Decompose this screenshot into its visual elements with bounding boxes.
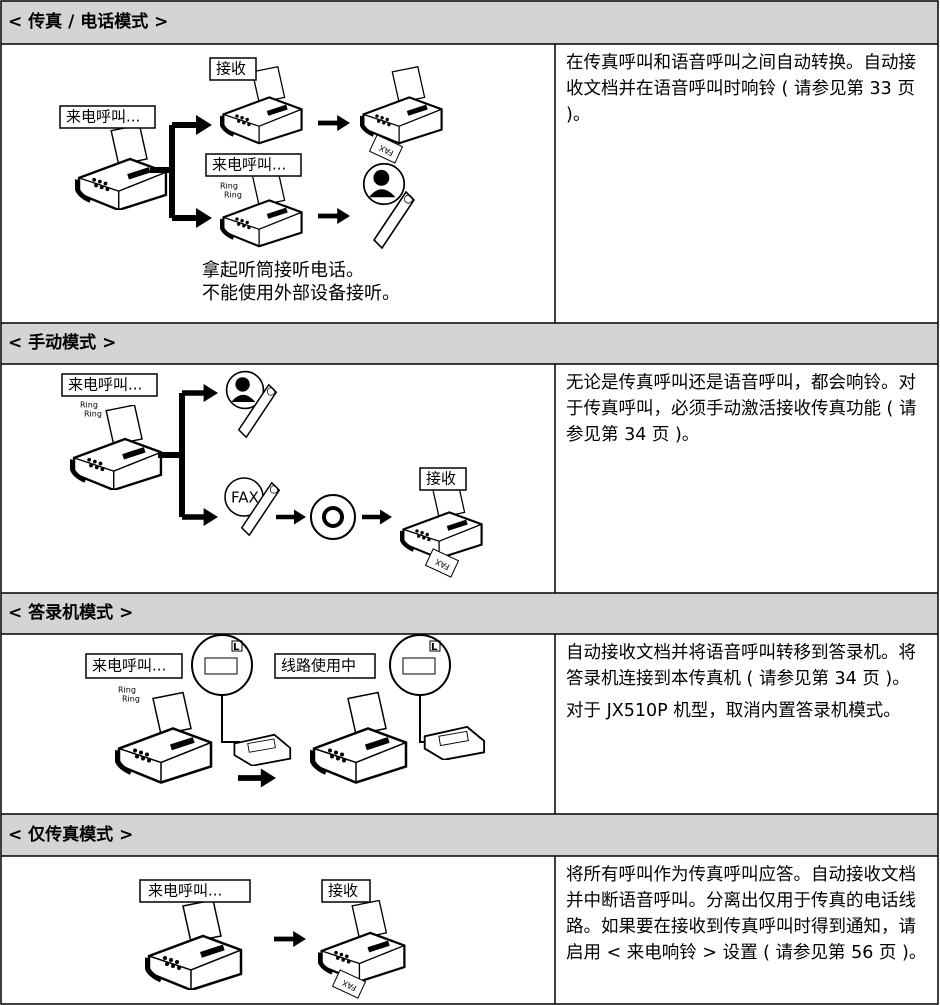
caption: 不能使用外部设备接听。 xyxy=(202,283,400,304)
section-title: < 答录机模式 > xyxy=(8,603,134,623)
description-paragraph: 对于 JX510P 机型，取消内置答录机模式。 xyxy=(566,701,901,721)
illustration-fax-phone: 来电呼叫... 接收 FAX 来电呼叫... Ring Ring 拿起听筒接听电… xyxy=(59,57,442,304)
illustration-manual: 来电呼叫... Ring Ring FAX 接收 FAX xyxy=(61,370,482,578)
description: 无论是传真呼叫还是语音呼叫，都会响铃。对于传真呼叫，必须手动激活接收传真功能 (… xyxy=(566,370,932,454)
callout: 接收 xyxy=(328,882,358,900)
section-title: < 仅传真模式 > xyxy=(8,825,134,845)
callout: 来电呼叫... xyxy=(92,657,166,675)
ring-text: Ring xyxy=(118,686,136,695)
ring-text: Ring xyxy=(84,410,102,419)
description: 将所有呼叫作为传真呼叫应答。自动接收文档并中断语音呼叫。分离出仅用于传真的电话线… xyxy=(566,862,932,972)
callout: 来电呼叫... xyxy=(212,156,286,174)
description: 自动接收文档并将语音呼叫转移到答录机。将答录机连接到本传真机 ( 请参见第 34… xyxy=(566,640,932,730)
callout: 接收 xyxy=(426,470,456,488)
header-backgrounds xyxy=(1,1,938,856)
port-label: L xyxy=(431,642,438,653)
section-title: < 手动模式 > xyxy=(8,333,117,353)
fax-bubble: FAX xyxy=(231,489,259,507)
port-label: L xyxy=(233,642,240,653)
caption: 拿起听筒接听电话。 xyxy=(202,259,364,281)
callout: 接收 xyxy=(216,60,246,78)
ring-text: Ring xyxy=(122,695,140,704)
description-paragraph: 自动接收文档并将语音呼叫转移到答录机。将答录机连接到本传真机 ( 请参见第 34… xyxy=(566,643,916,689)
ring-text: Ring xyxy=(80,401,98,410)
description-paragraph: 在传真呼叫和语音呼叫之间自动转换。自动接收文档并在语音呼叫时响铃 ( 请参见第 … xyxy=(566,53,916,125)
ring-text: Ring xyxy=(224,191,242,200)
section-title: < 传真 / 电话模式 > xyxy=(8,12,169,32)
callout: 来电呼叫... xyxy=(68,376,142,394)
callout: 来电呼叫... xyxy=(148,882,222,900)
illustration-answering: 来电呼叫... Ring Ring L 线路使用中 L xyxy=(85,634,486,788)
callout: 来电呼叫... xyxy=(66,108,140,126)
ring-text: Ring xyxy=(220,182,238,191)
illustration-fax-only: 来电呼叫... 接收 FAX xyxy=(139,879,404,999)
callout: 线路使用中 xyxy=(281,657,356,675)
description-paragraph: 将所有呼叫作为传真呼叫应答。自动接收文档并中断语音呼叫。分离出仅用于传真的电话线… xyxy=(566,865,927,963)
description-paragraph: 无论是传真呼叫还是语音呼叫，都会响铃。对于传真呼叫，必须手动激活接收传真功能 (… xyxy=(566,373,917,445)
description: 在传真呼叫和语音呼叫之间自动转换。自动接收文档并在语音呼叫时响铃 ( 请参见第 … xyxy=(566,50,932,134)
